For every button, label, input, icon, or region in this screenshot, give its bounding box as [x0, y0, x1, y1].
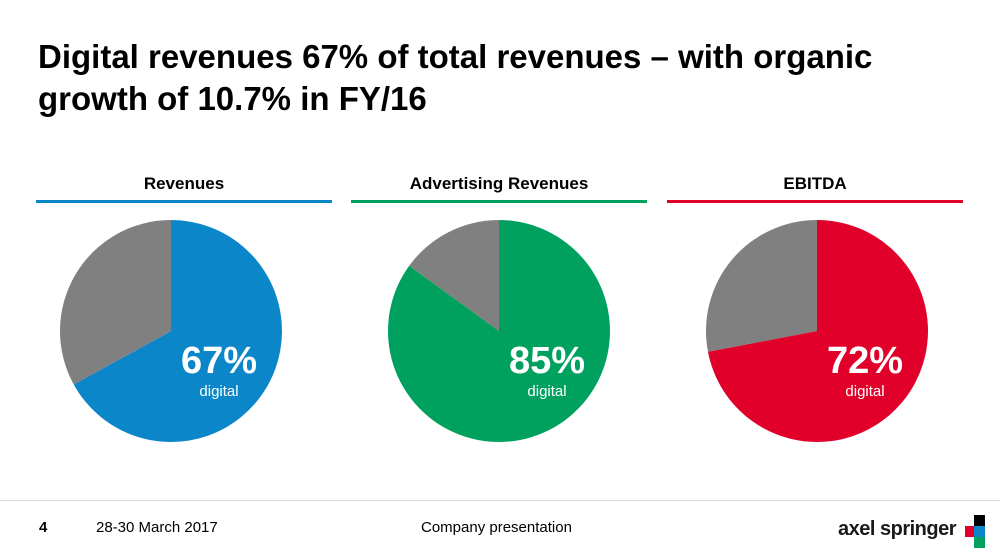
chart-advertising-revenues: Advertising Revenues 85% digital	[351, 173, 647, 453]
pie-slice-digital	[707, 220, 928, 442]
footer-divider	[0, 500, 1000, 501]
chart-rule-revenues	[36, 200, 332, 203]
chart-title-ebitda: EBITDA	[783, 174, 847, 193]
chart-title-revenues: Revenues	[143, 174, 225, 193]
chart-revenues: Revenues 67% digital	[36, 173, 332, 453]
logo-mark-block-3	[974, 526, 985, 537]
pie-percent-label: 72%	[827, 340, 903, 382]
chart-title-advertising-revenues: Advertising Revenues	[409, 174, 589, 193]
footer-date: 28-30 March 2017	[96, 519, 218, 536]
pie-slice-other	[59, 220, 171, 385]
chart-rule-ebitda	[667, 200, 963, 203]
axel-springer-logo: axel springer	[838, 515, 988, 549]
logo-mark-icon	[965, 515, 985, 548]
logo-wordmark: axel springer	[838, 518, 957, 540]
logo-mark-block-4	[974, 537, 985, 548]
pie-sub-label: digital	[527, 383, 566, 400]
pie-sub-label: digital	[845, 383, 884, 400]
logo-mark-block-2	[965, 526, 974, 537]
pie-slice-other	[409, 220, 499, 331]
chart-rule-advertising-revenues	[351, 200, 647, 203]
pie-slice-digital	[387, 220, 610, 442]
pie-ebitda: 72%digital	[706, 220, 928, 442]
pie-percent-label: 85%	[509, 340, 585, 382]
footer-presentation-title: Company presentation	[421, 519, 572, 536]
pie-sub-label: digital	[199, 383, 238, 400]
pie-slice-digital	[73, 220, 283, 442]
chart-ebitda: EBITDA 72% digital	[667, 173, 963, 453]
pie-revenues: 67%digital	[59, 220, 283, 442]
page-number: 4	[39, 519, 48, 536]
pie-percent-label: 67%	[181, 340, 257, 382]
pie-slice-other	[706, 220, 817, 352]
pie-advertising-revenues: 85%digital	[387, 220, 610, 442]
slide-title: Digital revenues 67% of total revenues –…	[38, 38, 873, 117]
logo-mark-block-1	[974, 515, 985, 526]
